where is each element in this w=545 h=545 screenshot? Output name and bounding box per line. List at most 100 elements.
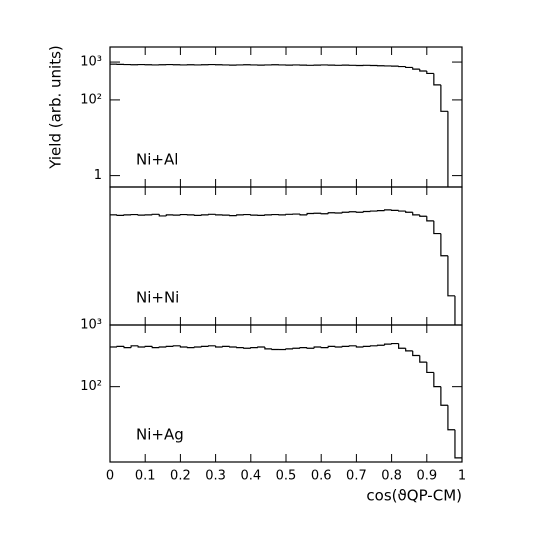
histogram-step	[426, 362, 434, 374]
histogram-step	[383, 343, 392, 346]
histogram-step	[137, 214, 146, 216]
histogram-step	[299, 347, 308, 349]
histogram-step	[327, 212, 336, 214]
histogram-step	[334, 346, 343, 348]
histogram-step	[398, 210, 406, 212]
histogram-step	[341, 345, 350, 347]
histogram-step	[327, 345, 336, 348]
histogram-step	[250, 214, 258, 216]
histogram-step	[116, 214, 125, 216]
histogram-step	[433, 220, 441, 235]
histogram-step	[383, 209, 392, 211]
histogram-step	[193, 214, 202, 216]
histogram-step	[285, 213, 294, 215]
histogram-step	[151, 346, 160, 349]
histogram-step	[207, 213, 216, 215]
histogram-step	[454, 429, 462, 459]
histogram-step	[426, 216, 434, 222]
histogram-step	[151, 213, 160, 215]
x-tick-label: 0.5	[276, 469, 297, 484]
histogram-step	[426, 71, 434, 75]
histogram	[110, 63, 449, 187]
histogram-step	[362, 345, 371, 347]
histogram-step	[116, 345, 125, 347]
x-tick-label: 0.9	[416, 469, 437, 484]
histogram-step	[412, 67, 420, 70]
histogram-step	[391, 342, 399, 345]
x-tick-label: 0.6	[311, 469, 332, 484]
histogram-step	[405, 66, 413, 69]
histogram	[110, 342, 462, 459]
histogram-step	[158, 346, 167, 348]
panel-label: Ni+Al	[136, 151, 178, 169]
histogram-step	[440, 84, 448, 112]
histogram-step	[172, 345, 181, 347]
y-tick-label: 10²	[80, 379, 102, 394]
x-axis-label: cos(ϑQP-CM)	[366, 487, 462, 505]
histogram-step	[123, 346, 132, 349]
histogram-step	[186, 346, 195, 349]
histogram-step	[137, 345, 146, 348]
histogram-step	[200, 345, 209, 347]
histogram-step	[341, 211, 350, 214]
histogram-step	[447, 255, 455, 297]
histogram-step	[165, 345, 174, 347]
histogram-step	[433, 73, 441, 86]
histogram-step	[193, 346, 202, 348]
histogram-step	[264, 214, 272, 216]
histogram-step	[292, 347, 301, 349]
histogram-step	[236, 346, 244, 349]
y-tick-label: 10³	[80, 55, 102, 70]
histogram-step	[222, 345, 230, 347]
histogram-step	[440, 386, 448, 406]
histogram-step	[369, 345, 378, 347]
y-tick-label: 10³	[80, 318, 102, 333]
histogram-step	[179, 345, 188, 348]
histogram-step	[313, 346, 322, 349]
y-axis-label: Yield (arb. units)	[47, 45, 65, 169]
x-tick-label: 0.7	[346, 469, 367, 484]
histogram-step	[236, 214, 244, 216]
y-tick-label: 10²	[80, 92, 102, 107]
histogram-step	[257, 346, 265, 348]
histogram-step	[355, 345, 364, 348]
histogram-step	[207, 345, 216, 347]
histogram-step	[144, 345, 153, 347]
histogram-step	[376, 344, 385, 346]
histogram-step	[362, 210, 371, 213]
histogram-step	[419, 69, 427, 72]
histogram-step	[165, 214, 174, 216]
histogram-step	[348, 345, 357, 347]
histogram-step	[250, 347, 258, 349]
x-tick-label: 1	[458, 469, 466, 484]
histogram-step	[179, 213, 188, 216]
histogram-step	[123, 214, 132, 216]
histogram-step	[200, 214, 209, 216]
histogram-step	[398, 343, 406, 349]
x-tick-label: 0.2	[170, 469, 191, 484]
histogram-step	[440, 233, 448, 257]
histogram-step	[320, 346, 329, 349]
histogram-step	[299, 214, 308, 216]
histogram-step	[271, 348, 279, 351]
histogram-step	[447, 111, 449, 187]
histogram-step	[405, 348, 413, 352]
histogram-step	[320, 213, 329, 215]
histogram-step	[412, 212, 420, 216]
histogram-step	[412, 350, 420, 357]
panel-label: Ni+Ni	[136, 289, 179, 307]
histogram-step	[158, 214, 167, 217]
histogram-step	[229, 215, 237, 217]
panel-label: Ni+Ag	[136, 426, 184, 444]
histogram-step	[229, 346, 237, 348]
histogram-step	[215, 345, 223, 348]
histogram-step	[130, 345, 139, 348]
x-tick-label: 0.4	[240, 469, 261, 484]
histogram	[110, 209, 456, 325]
histogram-step	[243, 347, 251, 349]
x-tick-label: 0.1	[135, 469, 156, 484]
histogram-step	[433, 372, 441, 388]
histogram-step	[447, 405, 455, 431]
